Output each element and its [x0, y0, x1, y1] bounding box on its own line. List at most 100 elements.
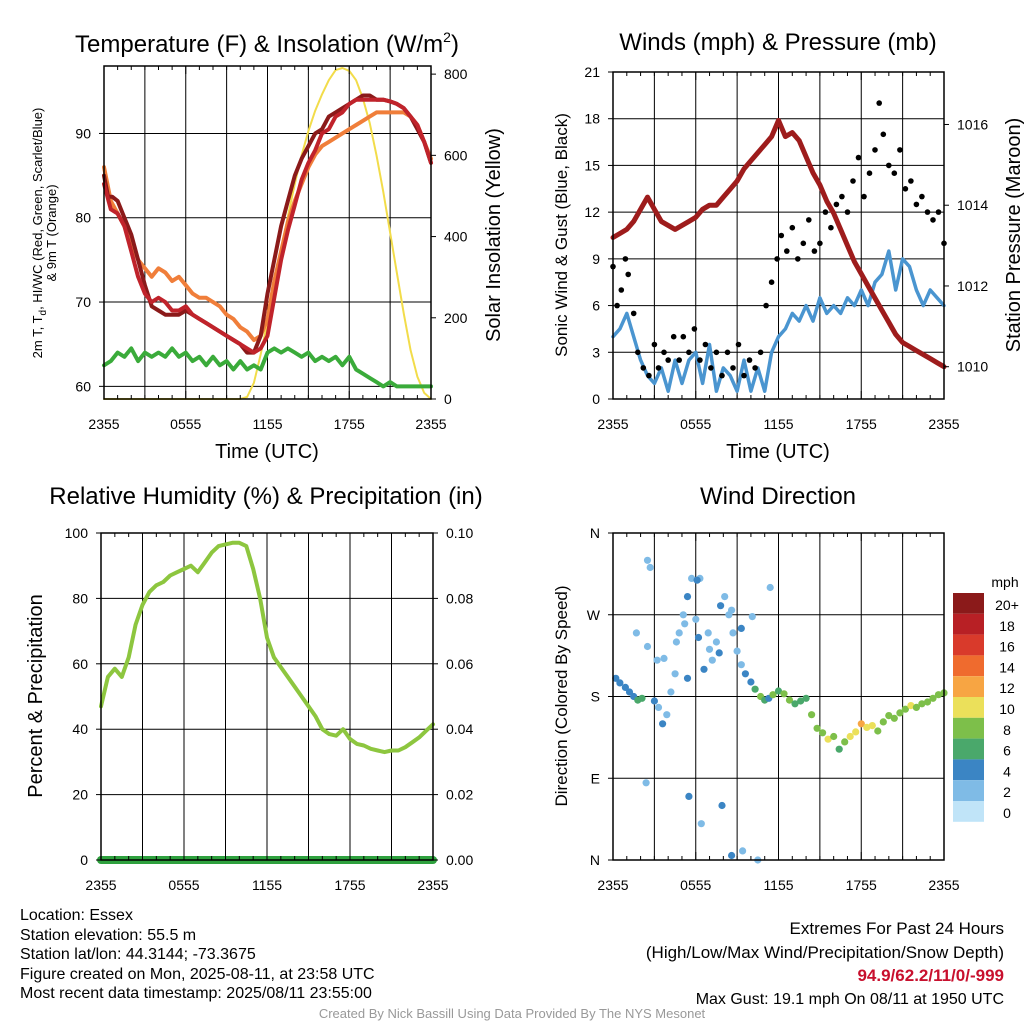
gust-point	[763, 302, 769, 309]
gust-point	[676, 357, 682, 363]
y2-tick-label: 0.04	[446, 721, 473, 737]
humidity-panel: Relative Humidity (%) & Precipitation (i…	[25, 483, 483, 893]
pressure-ylabel: Station Pressure (Maroon)	[1003, 118, 1024, 353]
direction-point	[625, 688, 634, 696]
x-tick-label: 0555	[170, 416, 201, 432]
direction-point	[739, 847, 747, 855]
x-tick-label: 2355	[928, 416, 959, 432]
humidity-grid	[100, 532, 434, 861]
x-tick-label: 0555	[680, 416, 711, 432]
y2-tick-label: 0.02	[446, 787, 473, 803]
station-location: Location: Essex	[20, 907, 133, 924]
temperature-xlabel: Time (UTC)	[215, 441, 319, 463]
direction-point	[718, 801, 726, 810]
x-tick-label: 1755	[846, 416, 877, 432]
direction-point	[737, 661, 745, 669]
gust-point	[774, 256, 780, 262]
direction-point	[700, 665, 708, 673]
legend-label: 8	[1003, 722, 1011, 738]
direction-point	[638, 694, 646, 702]
y-tick-label: S	[591, 689, 600, 705]
direction-point	[688, 574, 696, 583]
legend-swatch	[953, 593, 984, 614]
y-tick-label: 0	[592, 391, 600, 407]
x-tick-label: 0555	[168, 877, 199, 893]
x-tick-label: 2355	[85, 877, 116, 893]
temperature-title: Temperature (F) & Insolation (W/m2)	[75, 29, 459, 58]
wind-xlabel: Time (UTC)	[726, 441, 830, 463]
legend-swatch	[953, 634, 984, 656]
direction-point	[729, 629, 737, 637]
direction-point	[685, 792, 693, 801]
insolation-ylabel: Solar Insolation (Yellow)	[483, 128, 505, 342]
gust-point	[828, 224, 834, 231]
wind-direction-panel: Wind Direction 2355 0555 1155 1755 2355 N E S W N…	[552, 483, 1019, 893]
direction-point	[885, 712, 893, 720]
direction-point	[819, 729, 827, 737]
direction-point	[697, 820, 705, 828]
y-tick-label: 60	[72, 656, 88, 672]
gust-point	[822, 209, 829, 215]
direction-point	[868, 722, 876, 730]
y2-tick-label: 0.10	[446, 525, 473, 541]
legend-swatch	[953, 717, 984, 739]
gust-point	[702, 341, 709, 348]
direction-point	[813, 724, 821, 732]
gust-point	[708, 365, 714, 371]
wind-direction-ticks: 2355 0555 1155 1755 2355 N E S W N	[587, 525, 960, 893]
wind-speed-line	[611, 249, 946, 393]
direction-point	[896, 709, 904, 717]
figure-created: Figure created on Mon, 2025-08-11, at 23…	[20, 965, 375, 983]
direction-point	[643, 556, 652, 564]
legend-swatch	[953, 655, 984, 677]
humidity-ylabel: Percent & Precipitation	[25, 594, 47, 797]
direction-point	[643, 642, 652, 651]
direction-point	[671, 670, 679, 678]
temperature-ticks: 2355 0555 1155 1755 2355 60 70 80 90 0 200 400 600 80…	[75, 66, 468, 432]
gust-point	[686, 349, 692, 356]
direction-point	[679, 611, 687, 619]
gust-point	[872, 147, 878, 153]
direction-point	[654, 703, 663, 712]
direction-point	[708, 656, 716, 664]
x-tick-label: 1155	[252, 416, 282, 432]
gust-point	[697, 357, 703, 363]
gust-point	[902, 186, 909, 192]
wind-direction-points	[612, 556, 948, 864]
dewpoint-line	[102, 346, 433, 389]
direction-point	[728, 606, 736, 614]
direction-point	[694, 633, 703, 642]
y-tick-label: E	[591, 770, 600, 786]
direction-point	[934, 691, 943, 699]
direction-point	[835, 745, 843, 753]
legend-label: 14	[999, 659, 1015, 675]
gust-point	[655, 365, 662, 371]
wind-title: Winds (mph) & Pressure (mb)	[619, 29, 936, 56]
gust-point	[741, 372, 747, 379]
extremes-title: Extremes For Past 24 Hours	[789, 919, 1004, 938]
gust-point	[661, 349, 667, 356]
wind-panel: Winds (mph) & Pressure (mb) 2355 0555 1155…	[552, 29, 1024, 463]
x-tick-label: 1755	[334, 877, 365, 893]
legend-label: 20+	[995, 597, 1019, 613]
x-tick-label: 2355	[88, 416, 119, 432]
gust-point	[919, 193, 925, 200]
temperature-ylabel-line2: & 9m T (Orange)	[44, 184, 59, 281]
station-elevation: Station elevation: 55.5 m	[20, 926, 197, 944]
y-tick-label: 18	[584, 111, 600, 127]
gust-point	[876, 100, 882, 106]
gust-point	[817, 240, 823, 247]
gust-point	[752, 365, 758, 371]
gust-point	[680, 333, 687, 340]
gust-point	[897, 147, 903, 153]
y-tick-label: 0	[80, 852, 88, 868]
gust-point	[670, 333, 677, 340]
wind-ticks: 2355 0555 1155 1755 2355 0 3 6 9 12 15 18 21 1010 1012…	[584, 64, 988, 432]
direction-point	[653, 656, 661, 664]
credit-line: Created By Nick Bassill Using Data Provi…	[318, 1006, 706, 1021]
legend-swatch	[953, 759, 984, 781]
x-tick-label: 2355	[415, 416, 446, 432]
x-tick-label: 0555	[680, 877, 711, 893]
legend-label: 18	[999, 618, 1015, 634]
legend-swatch	[953, 676, 984, 697]
